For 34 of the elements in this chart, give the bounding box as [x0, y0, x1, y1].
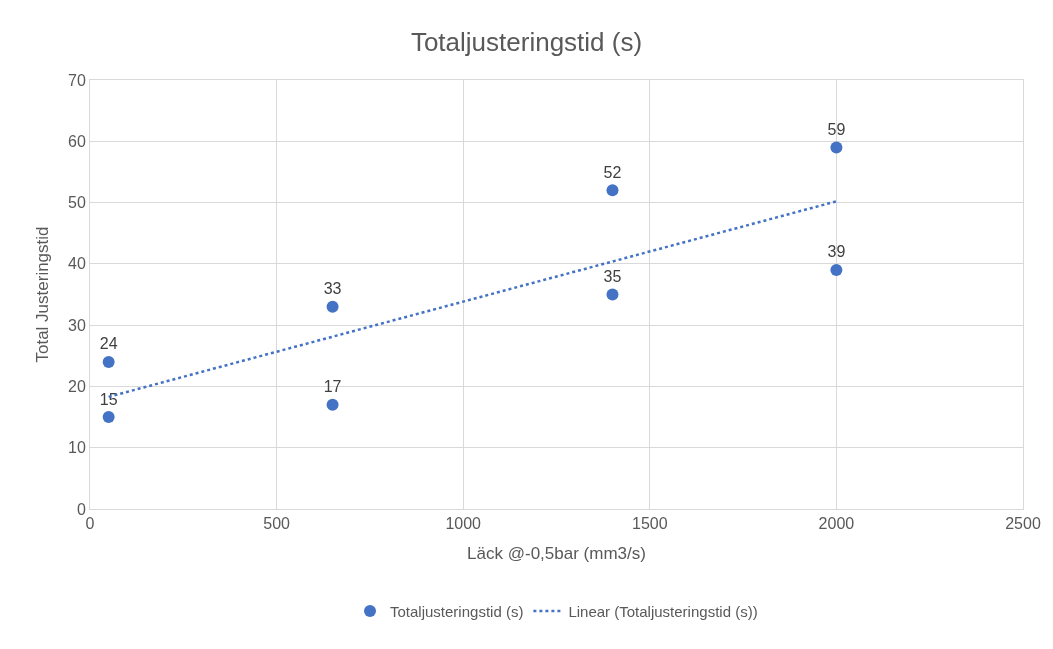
data-label: 33	[323, 280, 342, 298]
x-tick-label: 1000	[445, 515, 482, 533]
data-label: 15	[99, 390, 118, 408]
legend-label: Linear (Totaljusteringstid (s))	[568, 602, 758, 620]
x-tick-label: 1500	[632, 515, 668, 533]
y-tick-label: 10	[68, 439, 86, 457]
data-label: 24	[99, 335, 118, 353]
point	[326, 398, 339, 411]
y-axis-title: Total Justeringstid	[32, 226, 52, 363]
x-tick-label: 2500	[1005, 515, 1041, 533]
data-label: 52	[603, 163, 622, 181]
point	[102, 355, 115, 368]
y-tick-label: 30	[68, 316, 86, 334]
point	[830, 263, 843, 276]
data-label: 59	[827, 120, 846, 138]
y-tick-label: 20	[68, 378, 86, 396]
point	[830, 141, 843, 154]
y-tick-label: 0	[76, 500, 86, 518]
y-tick-label: 70	[68, 71, 86, 89]
chart-title: Totaljusteringstid (s)	[410, 26, 643, 57]
x-axis-title: Läck @-0,5bar (mm3/s)	[467, 543, 646, 563]
point	[326, 300, 339, 313]
data-label: 39	[827, 243, 846, 261]
x-tick-label: 2000	[818, 515, 855, 533]
x-tick-label: 500	[263, 515, 291, 533]
legend-label: Totaljusteringstid (s)	[390, 602, 524, 620]
data-label: 17	[323, 378, 342, 396]
point	[606, 288, 619, 301]
y-tick-label: 40	[68, 255, 86, 273]
y-tick-label: 60	[68, 132, 86, 150]
data-label: 35	[603, 268, 622, 285]
point	[102, 411, 115, 424]
y-tick-label: 50	[68, 194, 86, 212]
point	[606, 184, 619, 197]
